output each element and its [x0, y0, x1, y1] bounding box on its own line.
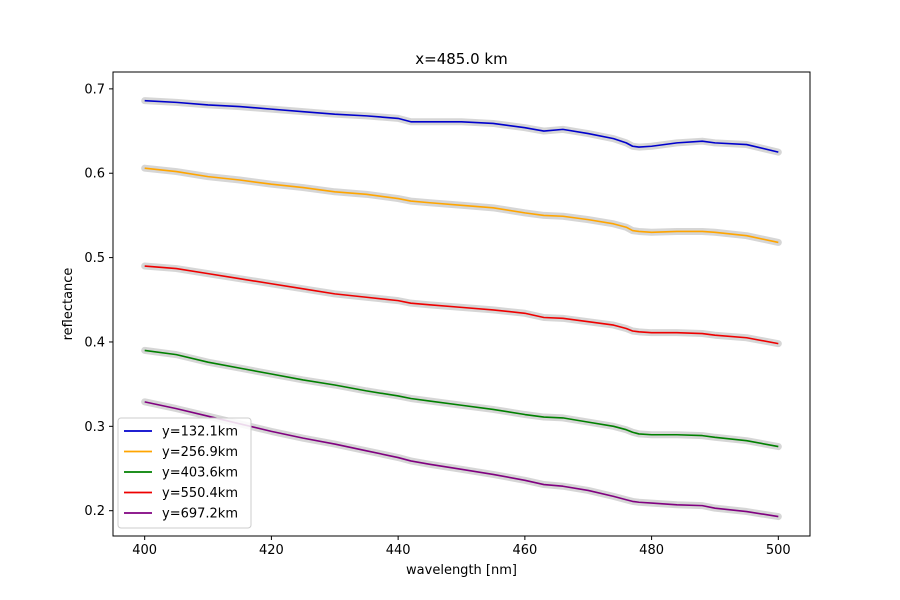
y-tick-label: 0.2: [84, 504, 105, 519]
legend-label: y=550.4km: [162, 486, 238, 501]
series-lines: [144, 99, 779, 518]
y-tick-label: 0.5: [84, 251, 105, 266]
x-tick-label: 460: [512, 543, 537, 558]
series-line-3: [144, 349, 779, 448]
x-tick-label: 480: [639, 543, 664, 558]
legend-box: [117, 417, 252, 529]
x-tick-label: 400: [132, 543, 157, 558]
series-line-4: [144, 265, 779, 345]
series-band-1: [141, 97, 782, 156]
y-axis-ticks: 0.2 0.3 0.4 0.5 0.6 0.7: [84, 82, 113, 519]
x-tick-label: 440: [386, 543, 411, 558]
legend-label: y=403.6km: [162, 466, 238, 481]
y-tick-label: 0.6: [84, 167, 105, 182]
x-tick-label: 420: [259, 543, 284, 558]
legend-label: y=697.2km: [162, 507, 238, 522]
series-line-2: [144, 167, 779, 244]
legend-label: y=256.9km: [162, 445, 238, 460]
plot-frame: [112, 71, 811, 537]
x-tick-label: 500: [766, 543, 791, 558]
chart-title: x=485.0 km: [415, 50, 507, 68]
x-axis-label: wavelength [nm]: [406, 563, 517, 578]
y-tick-label: 0.3: [84, 420, 105, 435]
series-line-5: [144, 401, 779, 518]
legend-label: y=132.1km: [162, 425, 238, 440]
y-axis-label: reflectance: [61, 268, 76, 341]
series-line-1: [144, 99, 779, 153]
y-tick-label: 0.7: [84, 82, 105, 97]
legend: y=132.1km y=256.9km y=403.6km y=550.4km y=69…: [117, 417, 252, 529]
series-band-4: [141, 262, 782, 348]
y-tick-label: 0.4: [84, 335, 105, 350]
x-axis-ticks: 400 420 440 460 480 500: [132, 536, 791, 558]
